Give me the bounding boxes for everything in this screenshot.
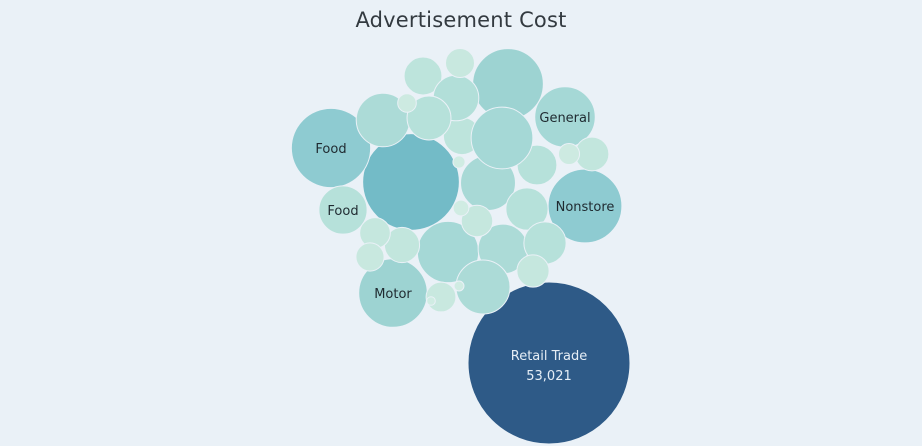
bubble-group (444, 47, 476, 79)
bubble-group (426, 296, 436, 306)
bubble-group (470, 106, 534, 170)
bubble-group (355, 242, 385, 272)
bubble-group (362, 133, 460, 231)
bubble-group (452, 199, 470, 217)
bubble-label: Motor (374, 287, 412, 302)
bubble-label: General (539, 111, 590, 126)
bubble (470, 106, 534, 170)
bubble-value-label: 53,021 (526, 369, 572, 384)
bubble (452, 199, 470, 217)
bubble (362, 133, 460, 231)
bubble-group: Food (318, 185, 368, 235)
bubble-group: Retail Trade 53,021 (467, 281, 631, 445)
bubble-group: Food (290, 107, 372, 189)
bubble (557, 142, 581, 166)
bubble-label: Food (327, 204, 358, 219)
bubble (452, 155, 466, 169)
bubble-label: Retail Trade (511, 349, 587, 364)
bubble (318, 185, 368, 235)
chart-title: Advertisement Cost (355, 8, 567, 32)
bubble (467, 281, 631, 445)
bubble (403, 56, 443, 96)
bubble-group (574, 136, 610, 172)
bubble (453, 280, 465, 292)
bubble-group (453, 280, 465, 292)
bubble-group (516, 254, 550, 288)
bubble-label: Nonstore (556, 200, 615, 215)
bubble-group: Motor (358, 258, 428, 328)
bubble-group (505, 187, 549, 231)
bubble (460, 204, 494, 238)
bubble-group (557, 142, 581, 166)
bubble-group (397, 93, 417, 113)
bubble (397, 93, 417, 113)
bubble (406, 95, 452, 141)
bubble (426, 296, 436, 306)
bubble-group (403, 56, 443, 96)
bubble-group (452, 155, 466, 169)
bubble-group (460, 204, 494, 238)
bubble (505, 187, 549, 231)
bubble-label: Food (315, 142, 346, 157)
bubble (355, 242, 385, 272)
bubble-group (406, 95, 452, 141)
bubble (290, 107, 372, 189)
bubble (444, 47, 476, 79)
bubble (516, 254, 550, 288)
bubble (574, 136, 610, 172)
